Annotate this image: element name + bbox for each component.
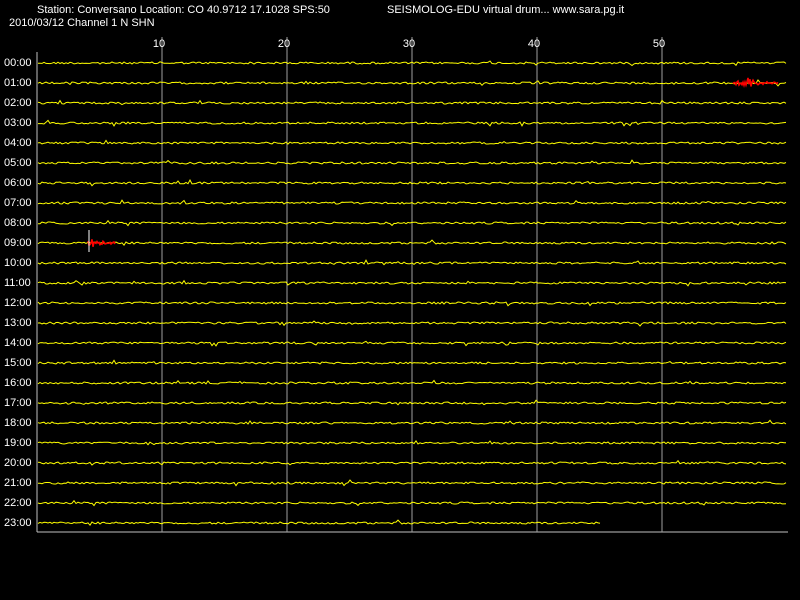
row-label: 10:00	[4, 257, 32, 269]
trace	[37, 359, 787, 365]
row-label: 18:00	[4, 417, 32, 429]
trace	[37, 440, 786, 446]
row-label: 12:00	[4, 297, 32, 309]
row-label: 17:00	[4, 397, 32, 409]
row-label: 15:00	[4, 357, 32, 369]
row-label: 16:00	[4, 377, 32, 389]
event-trace	[87, 239, 116, 247]
trace	[37, 399, 787, 406]
station-info: Station: Conversano Location: CO 40.9712…	[37, 4, 330, 16]
trace	[37, 519, 601, 527]
trace	[37, 459, 787, 466]
trace	[37, 239, 787, 247]
row-label: 21:00	[4, 477, 32, 489]
trace	[37, 419, 787, 425]
row-label: 07:00	[4, 197, 32, 209]
row-label: 20:00	[4, 457, 32, 469]
x-tick-label: 30	[403, 38, 415, 50]
date-channel: 2010/03/12 Channel 1 N SHN	[9, 17, 155, 29]
trace	[37, 179, 787, 187]
program-info: SEISMOLOG-EDU virtual drum... www.sara.p…	[387, 4, 624, 16]
trace	[37, 320, 787, 327]
row-label: 06:00	[4, 177, 32, 189]
row-label: 09:00	[4, 237, 32, 249]
trace	[37, 301, 787, 307]
trace	[37, 479, 787, 487]
trace	[37, 499, 787, 507]
trace	[37, 99, 787, 106]
trace	[37, 259, 787, 266]
row-label: 04:00	[4, 137, 32, 149]
row-label: 14:00	[4, 337, 32, 349]
row-label: 23:00	[4, 517, 32, 529]
trace	[37, 139, 787, 145]
row-label: 11:00	[4, 277, 31, 289]
row-label: 13:00	[4, 317, 32, 329]
trace	[37, 279, 787, 287]
row-label: 01:00	[4, 77, 32, 89]
x-tick-label: 50	[653, 38, 665, 50]
row-label: 08:00	[4, 217, 32, 229]
trace	[38, 60, 787, 67]
x-tick-label: 40	[528, 38, 540, 50]
trace	[37, 219, 787, 227]
x-tick-label: 20	[278, 38, 290, 50]
trace	[38, 119, 787, 127]
row-label: 00:00	[4, 57, 32, 69]
x-tick-label: 10	[153, 38, 165, 50]
trace	[37, 340, 787, 347]
row-label: 19:00	[4, 437, 32, 449]
row-label: 05:00	[4, 157, 32, 169]
row-label: 02:00	[4, 97, 32, 109]
trace	[37, 79, 787, 87]
trace	[37, 379, 787, 385]
trace	[37, 199, 787, 205]
row-label: 03:00	[4, 117, 32, 129]
row-label: 22:00	[4, 497, 32, 509]
event-trace	[732, 77, 779, 89]
trace	[37, 159, 787, 165]
